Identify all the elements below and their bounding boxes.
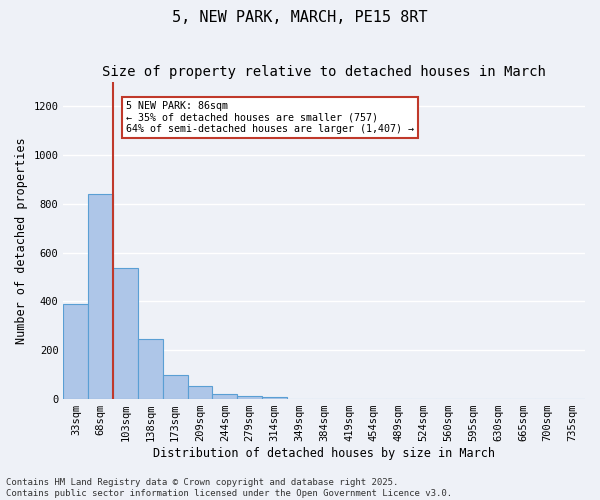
X-axis label: Distribution of detached houses by size in March: Distribution of detached houses by size … bbox=[153, 447, 495, 460]
Bar bbox=[262, 396, 287, 399]
Bar bbox=[88, 194, 113, 399]
Title: Size of property relative to detached houses in March: Size of property relative to detached ho… bbox=[102, 65, 546, 79]
Bar bbox=[163, 374, 188, 399]
Y-axis label: Number of detached properties: Number of detached properties bbox=[15, 137, 28, 344]
Text: Contains HM Land Registry data © Crown copyright and database right 2025.
Contai: Contains HM Land Registry data © Crown c… bbox=[6, 478, 452, 498]
Bar bbox=[212, 394, 237, 399]
Text: 5, NEW PARK, MARCH, PE15 8RT: 5, NEW PARK, MARCH, PE15 8RT bbox=[172, 10, 428, 25]
Bar bbox=[188, 386, 212, 399]
Text: 5 NEW PARK: 86sqm
← 35% of detached houses are smaller (757)
64% of semi-detache: 5 NEW PARK: 86sqm ← 35% of detached hous… bbox=[125, 101, 413, 134]
Bar bbox=[138, 339, 163, 399]
Bar bbox=[64, 304, 88, 399]
Bar bbox=[113, 268, 138, 399]
Bar bbox=[237, 396, 262, 399]
